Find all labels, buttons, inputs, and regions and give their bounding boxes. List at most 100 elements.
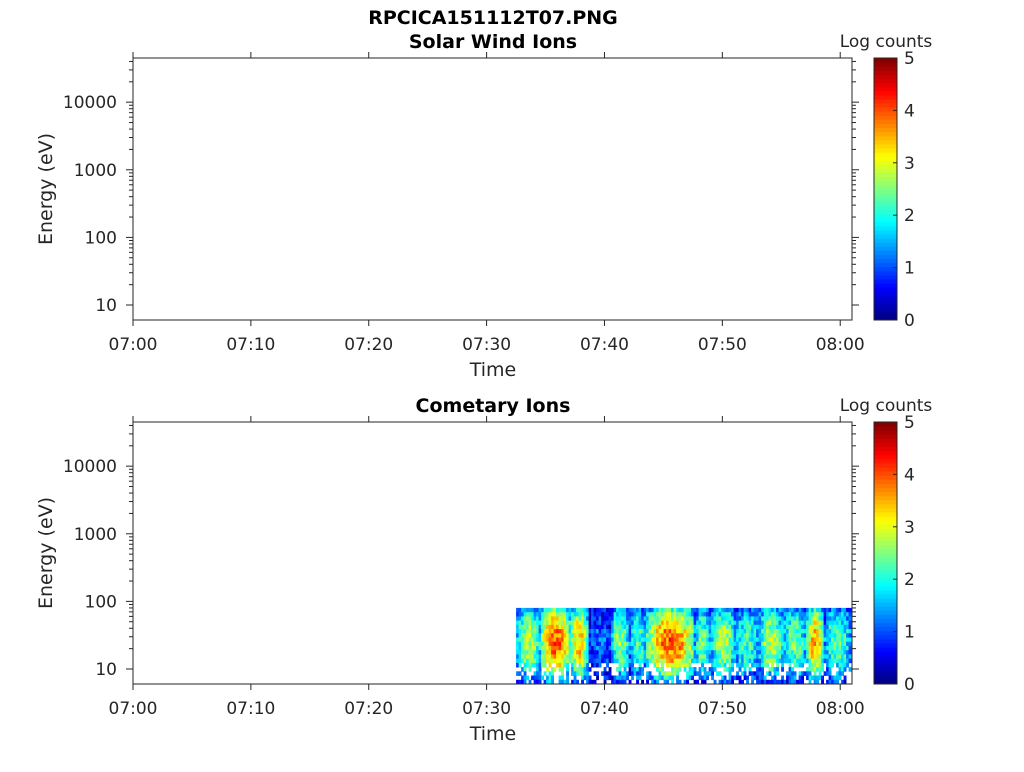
heatmap-cell [823,641,827,647]
heatmap-cell [683,620,687,626]
heatmap-cell [723,658,727,664]
heatmap-cell [826,662,829,668]
heatmap-cell [713,624,717,630]
heatmap-cell [658,671,662,676]
heatmap-cell [658,633,662,638]
heatmap-cell [693,679,697,685]
heatmap-cell [543,633,547,638]
colorbar-segment [874,246,897,251]
heatmap-cell [606,654,609,660]
heatmap-cell [793,641,797,647]
heatmap-cell [788,679,792,685]
heatmap-cell [733,629,737,634]
heatmap-cell [576,637,579,643]
heatmap-cell [603,658,607,664]
heatmap-cell [776,616,779,622]
heatmap-cell [713,650,717,655]
heatmap-cell [608,624,612,630]
heatmap-cell [718,662,722,668]
heatmap-cell [786,607,789,613]
heatmap-cell [583,612,587,617]
heatmap-cell [668,633,672,638]
heatmap-cell [588,612,592,617]
heatmap-cell [608,667,612,672]
heatmap-cell [728,662,732,668]
heatmap-cell [573,637,577,643]
heatmap-cell [566,658,569,664]
heatmap-cell [711,667,714,672]
heatmap-cell [828,612,832,617]
heatmap-cell [763,654,767,660]
heatmap-cell [813,641,817,647]
heatmap-cell [813,646,817,651]
heatmap-cell [748,658,752,664]
heatmap-cell [843,675,847,681]
heatmap-cell [521,675,524,681]
heatmap-cell [773,612,777,617]
heatmap-cell [848,612,852,617]
heatmap-cell [543,624,547,630]
heatmap-cell [551,658,554,664]
heatmap-cell [748,650,752,655]
heatmap-cell [673,637,677,643]
heatmap-cell [631,612,634,617]
heatmap-cell [808,637,812,643]
heatmap-cell [703,620,707,626]
heatmap-cell [551,629,554,634]
heatmap-cell [618,612,622,617]
heatmap-cell [538,650,542,655]
heatmap-cell [518,637,522,643]
heatmap-cell [626,646,629,651]
heatmap-cell [601,641,604,647]
heatmap-cell [591,616,594,622]
heatmap-cell [706,646,709,651]
heatmap-cell [786,633,789,638]
heatmap-cell [683,637,687,643]
colorbar-segment [874,667,897,673]
heatmap-cell [551,612,554,617]
heatmap-cell [803,637,807,643]
heatmap-cell [718,654,722,660]
heatmap-cell [663,629,667,634]
heatmap-cell [613,646,617,651]
heatmap-cell [798,658,802,664]
colorbar-tick-label: 3 [904,518,915,538]
heatmap-cell [708,646,712,651]
heatmap-cell [758,616,762,622]
colorbar-segment [874,430,897,435]
heatmap-cell [848,667,852,672]
heatmap-cell [816,607,819,613]
y-axis-label: Energy (eV) [35,497,57,609]
heatmap-cell [671,624,674,630]
heatmap-cell [536,641,539,647]
heatmap-cell [576,607,579,613]
heatmap-cell [781,607,784,613]
heatmap-cell [653,662,657,668]
heatmap-cell [528,662,532,668]
heatmap-cell [821,637,824,643]
heatmap-cell [758,641,762,647]
heatmap-cell [831,679,834,685]
heatmap-cell [661,616,664,622]
heatmap-cell [583,675,587,681]
heatmap-cell [628,646,632,651]
heatmap-cell [838,646,842,651]
heatmap-cell [836,616,839,622]
heatmap-cell [651,679,654,685]
heatmap-cell [671,679,674,685]
heatmap-cell [606,662,609,668]
heatmap-cell [536,650,539,655]
heatmap-cell [571,662,574,668]
heatmap-cell [573,620,577,626]
heatmap-cell [546,667,549,672]
heatmap-cell [591,658,594,664]
colorbar-segment [874,651,897,656]
heatmap-cell [846,624,849,630]
heatmap-cell [763,641,767,647]
heatmap-cell [801,654,804,660]
heatmap-cell [743,675,747,681]
heatmap-cell [608,654,612,660]
heatmap-cell [746,624,749,630]
heatmap-cell [543,629,547,634]
heatmap-cell [721,658,724,664]
